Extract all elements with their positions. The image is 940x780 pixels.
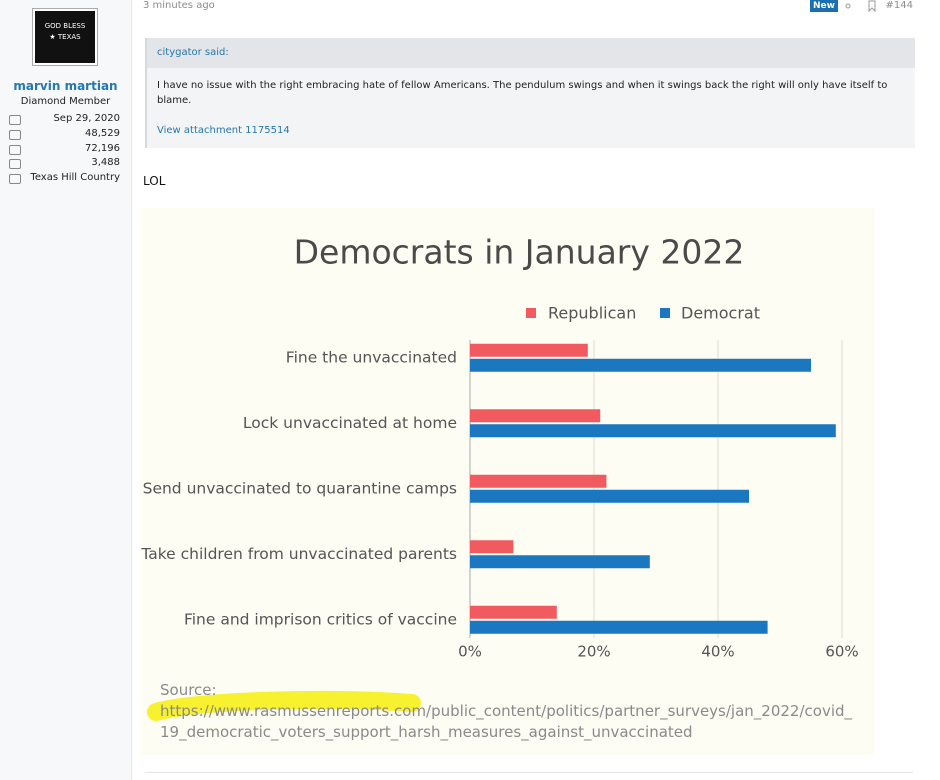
highlight [147, 691, 421, 721]
bar [470, 474, 607, 488]
avatar-text: GOD BLESS ★ TEXAS [44, 22, 86, 41]
y-tick-label: Fine the unvaccinated [286, 348, 457, 366]
quote-body: I have no issue with the right embracing… [157, 80, 888, 106]
quote-header: citygator said: [147, 38, 915, 68]
user-rank: Diamond Member [20, 96, 111, 107]
bar [470, 555, 650, 569]
bookmark-icon[interactable] [868, 0, 876, 12]
stat-icon [9, 130, 21, 140]
y-tick-label: Take children from unvaccinated parents [140, 545, 457, 563]
bar [470, 540, 514, 554]
user-name[interactable]: marvin martian [13, 79, 118, 93]
bar [470, 424, 836, 438]
source-url: https://www.rasmussenreports.com/public_… [160, 702, 853, 741]
stat-icon [9, 115, 21, 125]
bar [470, 620, 768, 634]
stat-icon [9, 159, 21, 169]
bar [470, 605, 557, 619]
post-text: LOL [143, 174, 166, 188]
bar [470, 343, 588, 357]
stat-icon [9, 174, 21, 184]
divider [145, 772, 913, 773]
quote-box: citygator said: I have no issue with the… [145, 38, 915, 148]
chart-title: Democrats in January 2022 [294, 233, 745, 272]
new-badge: New [810, 0, 838, 12]
legend-swatch [660, 308, 670, 318]
bar [470, 358, 811, 372]
stat-value: 48,529 [85, 128, 120, 139]
y-tick-label: Fine and imprison critics of vaccine [184, 610, 457, 628]
y-tick-label: Send unvaccinated to quarantine camps [143, 479, 457, 497]
stat-value: Texas Hill Country [30, 172, 120, 183]
post-number[interactable]: #144 [885, 0, 913, 11]
stat-value: 72,196 [85, 143, 120, 154]
source-label: Source: [160, 681, 217, 699]
post-actions [845, 0, 876, 12]
legend-label: Democrat [681, 304, 760, 323]
stat-value: 3,488 [91, 157, 120, 168]
legend-label: Republican [548, 304, 636, 323]
x-tick-label: 40% [701, 643, 734, 661]
share-icon[interactable] [845, 3, 851, 9]
bar [470, 489, 749, 503]
stat-icon [9, 145, 21, 155]
user-sidebar: GOD BLESS ★ TEXAS marvin martian Diamond… [0, 0, 132, 780]
bar [470, 409, 601, 423]
stat-value: Sep 29, 2020 [53, 113, 120, 124]
x-tick-label: 60% [825, 643, 858, 661]
y-tick-label: Lock unvaccinated at home [243, 414, 457, 432]
x-tick-label: 0% [458, 643, 482, 661]
x-tick-label: 20% [577, 643, 610, 661]
source: Source: https://www.rasmussenreports.com… [160, 680, 860, 743]
post-time[interactable]: 3 minutes ago [143, 0, 215, 11]
legend-swatch [526, 308, 536, 318]
attachment-link[interactable]: View attachment 1175514 [157, 125, 290, 136]
chart-image: Democrats in January 2022 0% 20% 40% 60% Rep… [140, 208, 875, 755]
quote-author[interactable]: citygator said: [157, 47, 229, 58]
avatar[interactable]: GOD BLESS ★ TEXAS [32, 8, 98, 66]
